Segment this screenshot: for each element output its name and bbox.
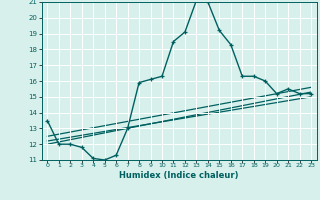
X-axis label: Humidex (Indice chaleur): Humidex (Indice chaleur) — [119, 171, 239, 180]
